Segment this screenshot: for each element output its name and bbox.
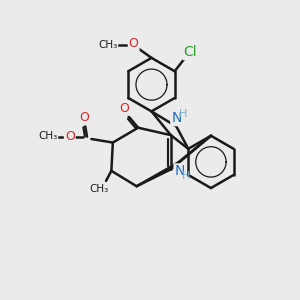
Text: Cl: Cl (184, 45, 197, 59)
Text: CH₃: CH₃ (90, 184, 109, 194)
Text: O: O (129, 37, 139, 50)
Text: H: H (179, 109, 187, 119)
Text: O: O (65, 130, 75, 142)
Text: N: N (175, 164, 185, 178)
Text: CH₃: CH₃ (98, 40, 117, 50)
Text: N: N (171, 111, 182, 125)
Text: H: H (182, 171, 190, 181)
Text: O: O (119, 102, 129, 115)
Text: O: O (79, 111, 89, 124)
Text: CH₃: CH₃ (38, 131, 57, 141)
